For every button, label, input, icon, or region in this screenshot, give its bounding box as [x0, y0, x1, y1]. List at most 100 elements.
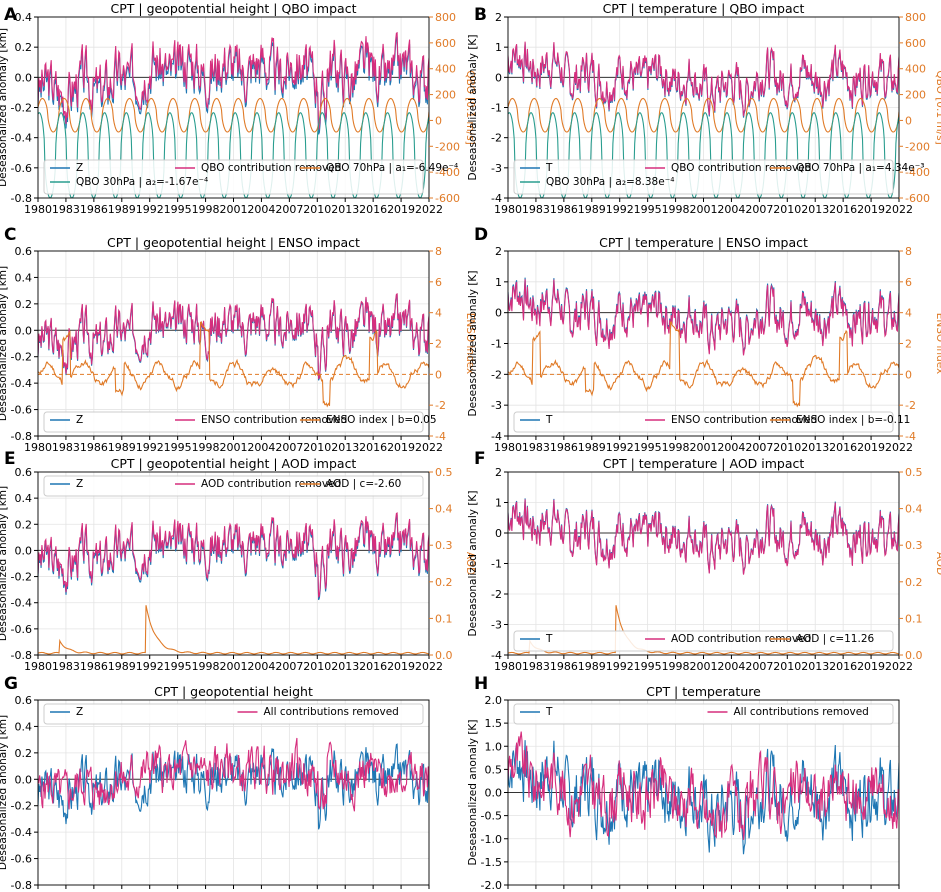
y2-tick-label: 0.1: [905, 612, 923, 625]
y2-tick-label: -200: [905, 140, 930, 153]
y-tick-label: 2: [495, 245, 502, 258]
x-tick-label: 1986: [550, 890, 578, 892]
x-tick-label: 1992: [136, 660, 164, 673]
legend-label: QBO 30hPa | a₂=8.38e⁻⁴: [546, 176, 674, 188]
y-tick-label: -1: [491, 558, 502, 571]
y-tick-label: -3: [491, 619, 502, 632]
series-line-1: [38, 737, 429, 812]
x-tick-label: 1995: [164, 441, 192, 454]
y-tick-label: -3: [491, 399, 502, 412]
x-tick-label: 1995: [164, 203, 192, 216]
x-tick-label: 2001: [690, 660, 718, 673]
y2-tick-label: 4: [435, 307, 442, 320]
x-tick-label: 1992: [606, 203, 634, 216]
chart-title: CPT | geopotential height | AOD impact: [111, 456, 357, 471]
x-tick-label: 1989: [578, 660, 606, 673]
y-tick-label: 0: [495, 527, 502, 540]
y2-tick-label: -600: [435, 192, 460, 205]
y2-tick-label: -2: [435, 399, 446, 412]
legend-label: ENSO contribution removed: [201, 414, 347, 426]
x-tick-label: 2004: [717, 441, 745, 454]
y2-tick-label: 0.4: [905, 503, 923, 516]
panel-letter: B: [474, 5, 487, 25]
y-tick-label: -1: [491, 338, 502, 351]
y-tick-label: -2: [491, 368, 502, 381]
y2-tick-label: 0.5: [905, 466, 923, 479]
y2-tick-label: 0.2: [435, 576, 453, 589]
y-tick-label: 0.0: [15, 544, 33, 557]
legend-label: T: [545, 414, 553, 426]
x-tick-label: 1980: [24, 660, 52, 673]
y-tick-label: -0.6: [11, 853, 32, 866]
y2-tick-label: 0.0: [905, 649, 923, 662]
y-axis-label: Deseasonalized anonaly [K]: [467, 35, 479, 181]
x-tick-label: 1980: [494, 203, 522, 216]
legend-label: T: [545, 706, 553, 718]
x-tick-label: 1983: [52, 890, 80, 892]
y-axis-label: Deseasonalized anonaly [km]: [0, 715, 9, 870]
y-tick-label: -0.6: [11, 162, 32, 175]
x-tick-label: 1983: [52, 660, 80, 673]
x-tick-label: 1998: [192, 203, 220, 216]
y2-tick-label: 600: [905, 37, 926, 50]
x-tick-label: 2010: [303, 203, 331, 216]
x-tick-label: 1986: [80, 203, 108, 216]
y2-tick-label: 0.5: [435, 466, 453, 479]
y-tick-label: 1: [495, 497, 502, 510]
y-tick-label: 0.0: [15, 773, 33, 786]
y-tick-label: 0.5: [485, 763, 503, 776]
panel-h: H 198019831986198919921995199820012004200…: [467, 674, 913, 892]
y2-axis-label: AOD: [934, 552, 941, 575]
x-tick-label: 2019: [857, 441, 885, 454]
y-tick-label: 2: [495, 11, 502, 24]
x-tick-label: 2010: [303, 890, 331, 892]
series-line-2: [38, 605, 429, 655]
x-tick-label: 1998: [192, 441, 220, 454]
x-tick-label: 1998: [662, 203, 690, 216]
x-tick-label: 2001: [220, 890, 248, 892]
panel-letter: A: [4, 5, 18, 25]
y-tick-label: -1.0: [481, 833, 502, 846]
x-tick-label: 2019: [387, 441, 415, 454]
series-line-1: [38, 31, 429, 131]
x-tick-label: 1989: [578, 441, 606, 454]
y-tick-label: 0: [495, 307, 502, 320]
x-tick-label: 1983: [52, 203, 80, 216]
x-tick-label: 2010: [773, 203, 801, 216]
x-tick-label: 2013: [331, 441, 359, 454]
y-tick-label: -2: [491, 588, 502, 601]
y2-axis-label: QBO [0.1 m/s]: [934, 70, 941, 144]
x-tick-label: 2019: [857, 890, 885, 892]
x-tick-label: 2022: [415, 441, 443, 454]
y-tick-label: -2: [491, 132, 502, 145]
x-tick-label: 2001: [220, 203, 248, 216]
x-tick-label: 2019: [857, 203, 885, 216]
x-tick-label: 2004: [717, 660, 745, 673]
series-line-1: [508, 41, 899, 117]
x-tick-label: 1980: [24, 441, 52, 454]
y2-tick-label: -4: [435, 430, 446, 443]
grid: [507, 471, 900, 656]
x-tick-label: 2004: [247, 890, 275, 892]
legend-label: Z: [76, 706, 83, 718]
y-tick-label: -0.4: [11, 826, 32, 839]
x-tick-label: 2010: [303, 660, 331, 673]
y-tick-label: -0.5: [481, 810, 502, 823]
y-tick-label: -1: [491, 102, 502, 115]
x-tick-label: 2016: [829, 441, 857, 454]
x-tick-label: 2007: [275, 441, 303, 454]
y2-tick-label: -200: [435, 140, 460, 153]
x-tick-label: 1989: [108, 441, 136, 454]
x-tick-label: 2016: [359, 890, 387, 892]
x-tick-label: 2007: [745, 890, 773, 892]
y-tick-label: 0.2: [15, 41, 33, 54]
y-tick-label: -4: [491, 192, 502, 205]
legend-label: Z: [76, 162, 83, 174]
series-line-1: [38, 512, 429, 598]
legend-box: [513, 159, 894, 195]
x-tick-label: 2001: [690, 441, 718, 454]
